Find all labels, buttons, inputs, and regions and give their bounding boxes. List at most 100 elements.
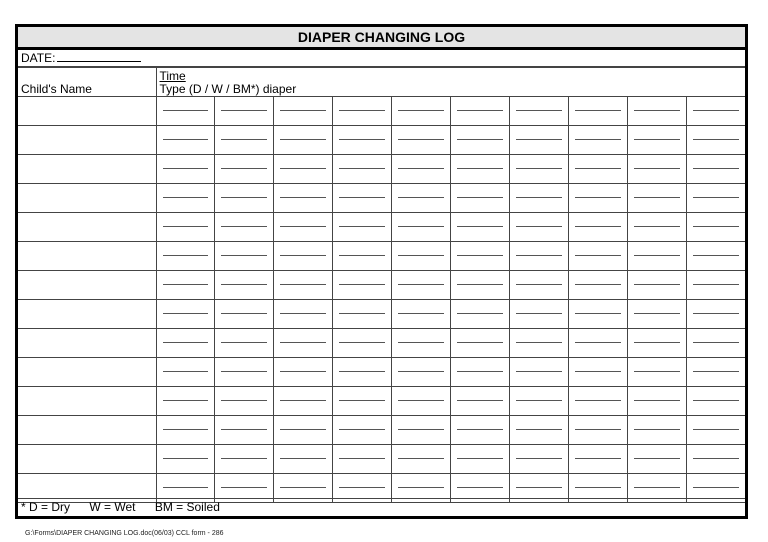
time-type-cell[interactable] <box>449 183 510 213</box>
time-type-cell[interactable] <box>508 386 569 416</box>
time-type-cell[interactable] <box>214 357 275 387</box>
time-type-cell[interactable] <box>685 415 745 445</box>
time-type-cell[interactable] <box>626 299 687 329</box>
time-type-cell[interactable] <box>273 154 334 184</box>
time-type-cell[interactable] <box>567 357 628 387</box>
time-type-cell[interactable] <box>273 125 334 155</box>
time-type-cell[interactable] <box>567 386 628 416</box>
time-type-cell[interactable] <box>391 328 451 358</box>
child-name-cell[interactable] <box>18 270 157 300</box>
time-type-cell[interactable] <box>626 125 687 155</box>
time-type-cell[interactable] <box>155 154 216 184</box>
time-type-cell[interactable] <box>391 299 451 329</box>
time-type-cell[interactable] <box>214 415 275 445</box>
time-type-cell[interactable] <box>155 444 216 474</box>
time-type-cell[interactable] <box>626 96 687 126</box>
time-type-cell[interactable] <box>626 212 687 242</box>
time-type-cell[interactable] <box>626 386 687 416</box>
child-name-cell[interactable] <box>18 299 157 329</box>
time-type-cell[interactable] <box>685 444 745 474</box>
date-field[interactable] <box>57 50 142 62</box>
time-type-cell[interactable] <box>155 328 216 358</box>
time-type-cell[interactable] <box>508 299 569 329</box>
time-type-cell[interactable] <box>567 444 628 474</box>
time-type-cell[interactable] <box>332 241 393 271</box>
time-type-cell[interactable] <box>214 125 275 155</box>
time-type-cell[interactable] <box>567 125 628 155</box>
time-type-cell[interactable] <box>567 212 628 242</box>
time-type-cell[interactable] <box>567 241 628 271</box>
time-type-cell[interactable] <box>685 357 745 387</box>
time-type-cell[interactable] <box>626 270 687 300</box>
time-type-cell[interactable] <box>449 125 510 155</box>
time-type-cell[interactable] <box>626 328 687 358</box>
time-type-cell[interactable] <box>449 328 510 358</box>
child-name-cell[interactable] <box>18 415 157 445</box>
time-type-cell[interactable] <box>391 415 451 445</box>
time-type-cell[interactable] <box>449 154 510 184</box>
time-type-cell[interactable] <box>332 328 393 358</box>
time-type-cell[interactable] <box>273 299 334 329</box>
time-type-cell[interactable] <box>155 299 216 329</box>
time-type-cell[interactable] <box>508 125 569 155</box>
child-name-cell[interactable] <box>18 241 157 271</box>
time-type-cell[interactable] <box>155 212 216 242</box>
time-type-cell[interactable] <box>273 357 334 387</box>
time-type-cell[interactable] <box>508 328 569 358</box>
time-type-cell[interactable] <box>391 357 451 387</box>
time-type-cell[interactable] <box>273 270 334 300</box>
time-type-cell[interactable] <box>332 444 393 474</box>
time-type-cell[interactable] <box>332 270 393 300</box>
time-type-cell[interactable] <box>214 444 275 474</box>
time-type-cell[interactable] <box>508 183 569 213</box>
time-type-cell[interactable] <box>626 444 687 474</box>
time-type-cell[interactable] <box>449 444 510 474</box>
time-type-cell[interactable] <box>155 241 216 271</box>
time-type-cell[interactable] <box>626 241 687 271</box>
time-type-cell[interactable] <box>567 328 628 358</box>
time-type-cell[interactable] <box>449 299 510 329</box>
time-type-cell[interactable] <box>155 386 216 416</box>
time-type-cell[interactable] <box>332 125 393 155</box>
time-type-cell[interactable] <box>332 212 393 242</box>
time-type-cell[interactable] <box>214 241 275 271</box>
time-type-cell[interactable] <box>273 415 334 445</box>
time-type-cell[interactable] <box>391 270 451 300</box>
child-name-cell[interactable] <box>18 444 157 474</box>
time-type-cell[interactable] <box>567 270 628 300</box>
child-name-cell[interactable] <box>18 154 157 184</box>
time-type-cell[interactable] <box>391 241 451 271</box>
time-type-cell[interactable] <box>508 154 569 184</box>
time-type-cell[interactable] <box>449 212 510 242</box>
time-type-cell[interactable] <box>214 328 275 358</box>
time-type-cell[interactable] <box>332 357 393 387</box>
time-type-cell[interactable] <box>567 299 628 329</box>
child-name-cell[interactable] <box>18 183 157 213</box>
time-type-cell[interactable] <box>214 299 275 329</box>
time-type-cell[interactable] <box>626 183 687 213</box>
time-type-cell[interactable] <box>449 96 510 126</box>
time-type-cell[interactable] <box>273 96 334 126</box>
time-type-cell[interactable] <box>685 241 745 271</box>
time-type-cell[interactable] <box>155 270 216 300</box>
time-type-cell[interactable] <box>567 96 628 126</box>
time-type-cell[interactable] <box>685 386 745 416</box>
time-type-cell[interactable] <box>685 183 745 213</box>
time-type-cell[interactable] <box>273 212 334 242</box>
time-type-cell[interactable] <box>273 241 334 271</box>
time-type-cell[interactable] <box>685 125 745 155</box>
time-type-cell[interactable] <box>391 212 451 242</box>
time-type-cell[interactable] <box>273 386 334 416</box>
time-type-cell[interactable] <box>332 415 393 445</box>
time-type-cell[interactable] <box>685 328 745 358</box>
time-type-cell[interactable] <box>449 415 510 445</box>
time-type-cell[interactable] <box>685 154 745 184</box>
time-type-cell[interactable] <box>155 415 216 445</box>
time-type-cell[interactable] <box>214 183 275 213</box>
time-type-cell[interactable] <box>508 212 569 242</box>
time-type-cell[interactable] <box>685 212 745 242</box>
child-name-cell[interactable] <box>18 212 157 242</box>
time-type-cell[interactable] <box>508 96 569 126</box>
time-type-cell[interactable] <box>685 270 745 300</box>
time-type-cell[interactable] <box>214 96 275 126</box>
